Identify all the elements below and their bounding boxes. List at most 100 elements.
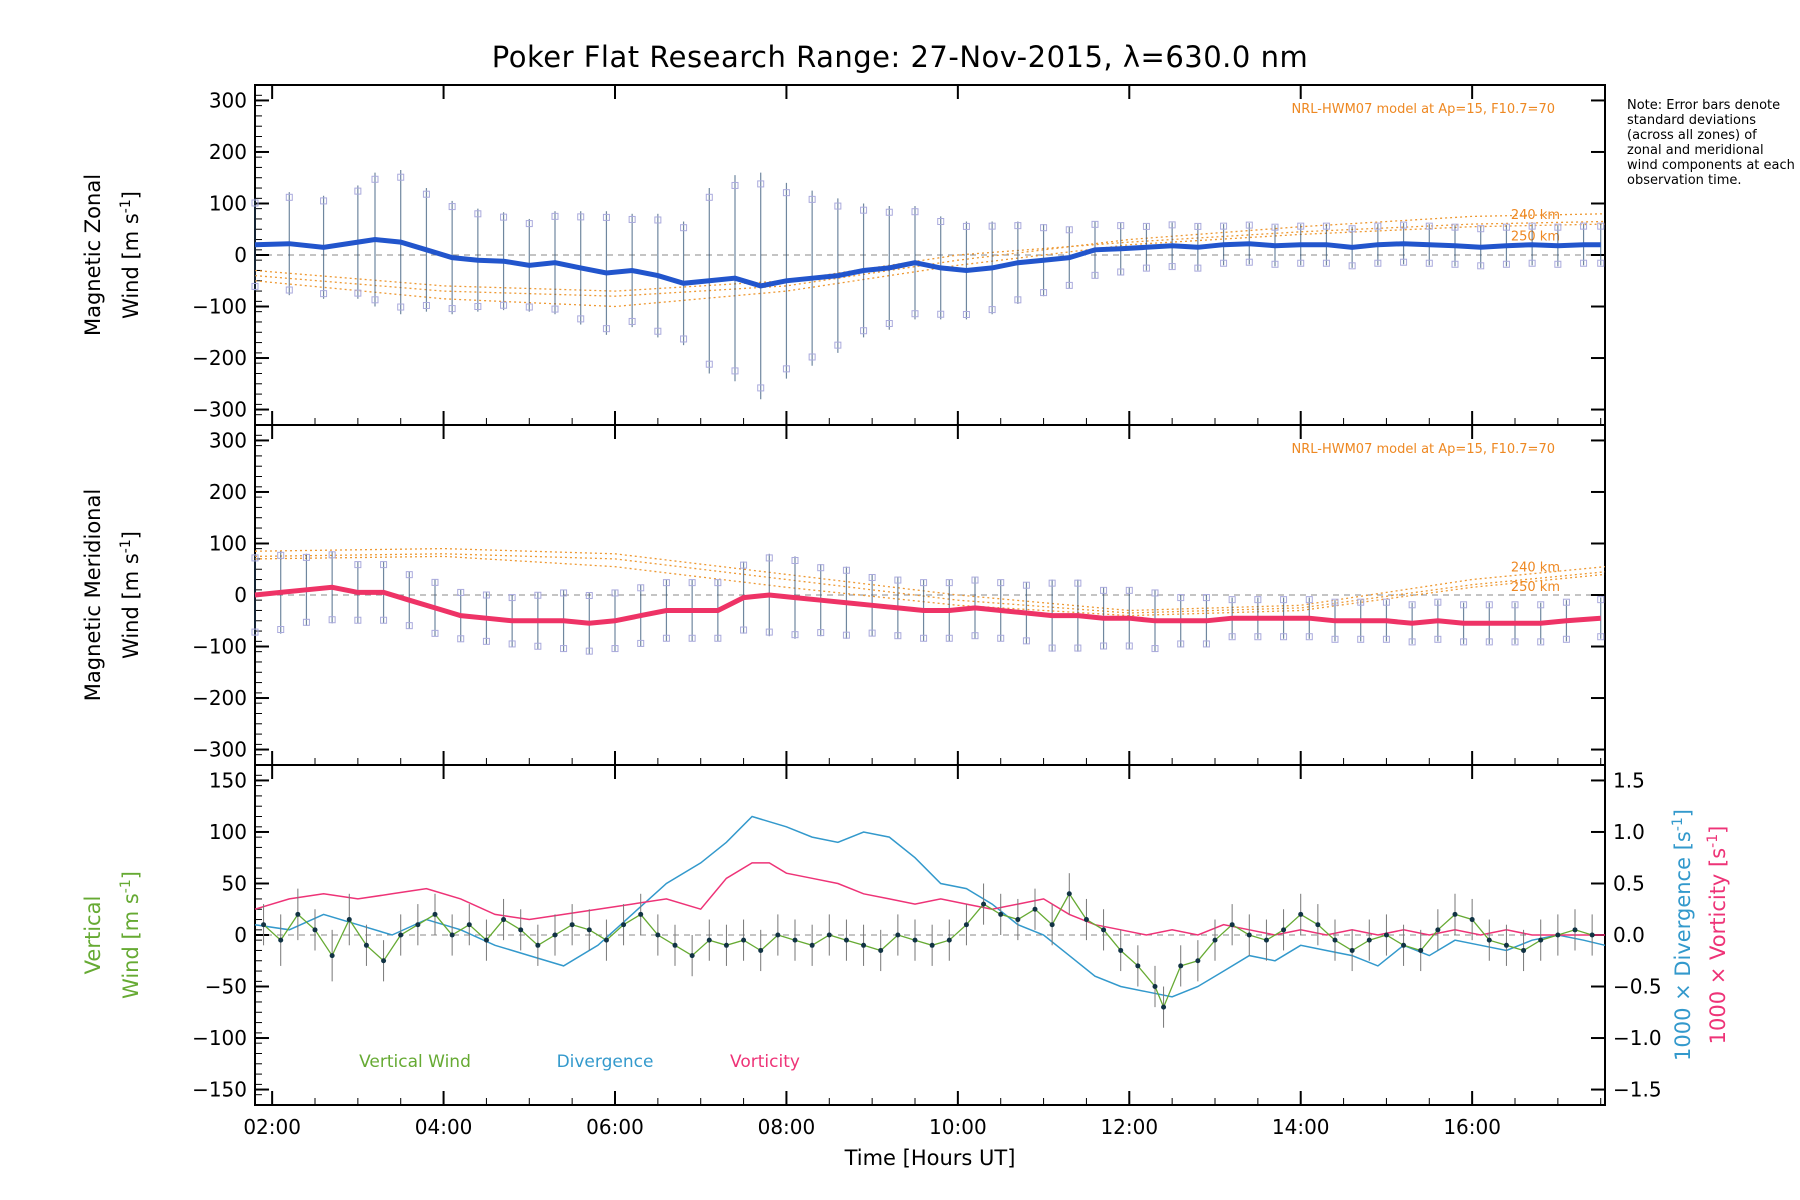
vertical-wind-point <box>1212 937 1218 943</box>
meridional-model-curve <box>254 555 1606 617</box>
vertical-wind-point <box>1349 947 1355 953</box>
meridional-zone-marker <box>302 618 310 626</box>
vertical-wind-point <box>912 937 918 943</box>
meridional-zone-marker <box>1382 598 1390 606</box>
meridional-zone-marker <box>1100 586 1108 594</box>
vertical-ytick-label: 0 <box>234 923 247 947</box>
meridional-zone-marker <box>1597 596 1605 604</box>
zonal-zone-marker <box>885 320 893 328</box>
vertical-wind-point <box>483 937 489 943</box>
meridional-zone-marker <box>894 576 902 584</box>
meridional-ytick-label: 100 <box>209 531 247 555</box>
vertical-wind-point <box>1178 963 1184 969</box>
zonal-zone-marker <box>1194 222 1202 230</box>
vertical-wind-point <box>415 922 421 928</box>
meridional-zone-marker <box>1022 581 1030 589</box>
meridional-zone-marker <box>920 634 928 642</box>
meridional-zone-marker <box>1151 645 1159 653</box>
zonal-zone-marker <box>1477 262 1485 270</box>
meridional-altitude-label: 240 km <box>1511 561 1560 576</box>
vertical-wind-point <box>878 947 884 953</box>
zonal-zone-marker <box>911 208 919 216</box>
zonal-zone-marker <box>397 173 405 181</box>
zonal-model-label: NRL-HWM07 model at Ap=15, F10.7=70 <box>1292 102 1556 117</box>
meridional-zone-marker <box>1511 601 1519 609</box>
vertical-ylabel-line1: Vertical <box>81 896 105 975</box>
y2label_vor-main: 1000 × Vorticity [s <box>1706 848 1730 1045</box>
meridional-zone-marker <box>1434 598 1442 606</box>
meridional-zone-marker <box>1331 635 1339 643</box>
meridional-zone-marker <box>817 564 825 572</box>
meridional-zone-marker <box>1280 596 1288 604</box>
meridional-zone-marker <box>251 628 259 636</box>
meridional-zone-marker <box>534 591 542 599</box>
meridional-zone-marker <box>1485 601 1493 609</box>
meridional-zone-marker <box>1228 596 1236 604</box>
vertical-wind-point <box>261 922 267 928</box>
meridional-zone-marker <box>560 589 568 597</box>
meridional-ytick-label: −100 <box>192 635 247 659</box>
vertical-wind-point <box>1589 932 1595 938</box>
vertical-wind-point <box>1195 958 1201 964</box>
zonal-zone-marker <box>602 213 610 221</box>
meridional-zone-marker <box>1048 644 1056 652</box>
zonal-zone-marker <box>1220 222 1228 230</box>
meridional-zone-marker <box>791 631 799 639</box>
meridional-zone-marker <box>1177 594 1185 602</box>
vertical-wind-point <box>569 922 575 928</box>
vertical-wind-point <box>963 922 969 928</box>
meridional-zone-marker <box>431 629 439 637</box>
vertical-wind-point <box>1246 932 1252 938</box>
meridional-zone-marker <box>1254 633 1262 641</box>
vertical-wind-point <box>981 901 987 907</box>
meridional-zone-marker <box>1382 635 1390 643</box>
vertical-wind-point <box>1066 891 1072 897</box>
meridional-zone-marker <box>611 589 619 597</box>
x-tick-label: 02:00 <box>243 1115 301 1139</box>
meridional-zone-marker <box>457 588 465 596</box>
zonal-zone-marker <box>354 187 362 195</box>
meridional-zone-marker <box>1254 596 1262 604</box>
meridional-zone-marker <box>1537 601 1545 609</box>
zonal-zone-marker <box>1194 264 1202 272</box>
y2label_div-main: 1000 × Divergence [s <box>1671 831 1695 1061</box>
zonal-zone-marker <box>1400 258 1408 266</box>
meridional-zone-marker <box>328 616 336 624</box>
zonal-zone-marker <box>1245 258 1253 266</box>
zonal-zone-marker <box>1451 223 1459 231</box>
vertical-wind-point <box>826 932 832 938</box>
vertical-ylabel-sup: -1 <box>118 879 134 893</box>
zonal-zone-marker <box>731 181 739 189</box>
vertical-wind-point <box>1383 932 1389 938</box>
zonal-zone-marker <box>705 360 713 368</box>
meridional-zone-marker <box>457 635 465 643</box>
zonal-zone-marker <box>320 290 328 298</box>
meridional-mean-wind-line <box>254 584 1601 626</box>
zonal-zone-marker <box>1245 221 1253 229</box>
zonal-zone-marker <box>988 306 996 314</box>
meridional-zone-marker <box>791 556 799 564</box>
zonal-zone-marker <box>551 305 559 313</box>
zonal-zone-marker <box>628 317 636 325</box>
zonal-ytick-label: −200 <box>192 346 247 370</box>
vertical-wind-point <box>706 937 712 943</box>
meridional-ylabel-close: ] <box>119 531 143 539</box>
vertical-wind-point <box>1538 937 1544 943</box>
x-tick-label: 06:00 <box>586 1115 644 1139</box>
zonal-zone-marker <box>1502 223 1510 231</box>
meridional-zone-marker <box>1202 640 1210 648</box>
zonal-ytick-label: 0 <box>234 243 247 267</box>
x-tick-label: 14:00 <box>1272 1115 1330 1139</box>
meridional-zone-marker <box>482 637 490 645</box>
divergence-line <box>254 815 1606 998</box>
zonal-zone-marker <box>1271 260 1279 268</box>
vertical-wind-point <box>1281 927 1287 933</box>
zonal-zone-marker <box>1297 259 1305 267</box>
zonal-zone-marker <box>1014 222 1022 230</box>
vertical-wind-point <box>638 911 644 917</box>
zonal-zone-marker <box>354 289 362 297</box>
zonal-zone-marker <box>1580 222 1588 230</box>
vertical-wind-point <box>278 937 284 943</box>
meridional-zone-marker <box>662 634 670 642</box>
y2label_vor-close: ] <box>1706 826 1730 834</box>
